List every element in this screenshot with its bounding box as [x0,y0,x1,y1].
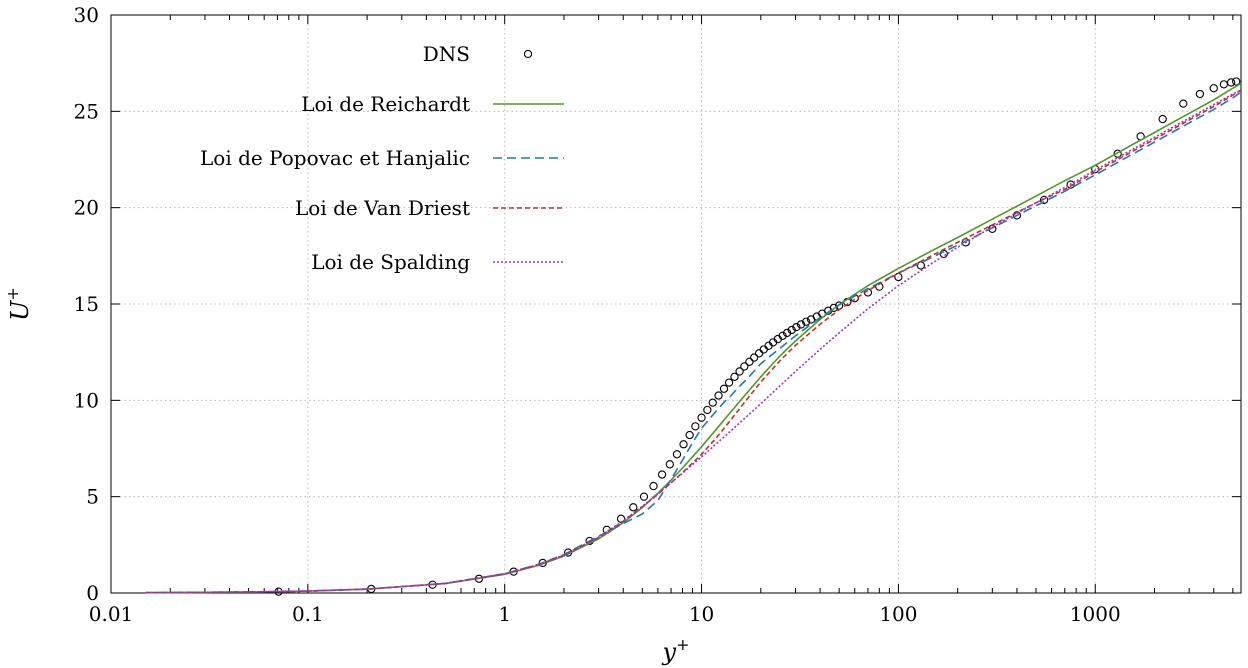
y-tick-label: 20 [74,196,99,220]
dns-data-point [724,378,734,387]
y-axis-label-sup: + [3,287,22,300]
dns-data-point [787,325,796,335]
plot-frame [110,14,1242,594]
dns-data-point [1195,89,1205,99]
y-tick-label: 5 [86,485,99,509]
dns-data-point [703,405,712,415]
dns-data-point [1232,77,1241,86]
legend-label-0: DNS [423,42,470,66]
x-tick-label: 10 [689,602,714,626]
dns-data-point [629,503,638,512]
legend-label-2: Loi de Popovac et Hanjalic [200,146,470,170]
x-tick-label: 0.1 [292,602,324,626]
dns-data-point [672,450,682,459]
y-tick-label: 30 [74,3,99,27]
dns-data-point [792,322,801,332]
legend-marker-0 [523,49,533,59]
dns-data-point [759,345,768,354]
dns-data-point [1039,195,1049,205]
dns-data-point [796,320,806,329]
dns-data-point [1158,114,1167,124]
dns-data-point [829,303,839,313]
x-tick-label: 100 [879,602,917,626]
series-layer [145,77,1242,596]
dns-data-point [697,413,706,422]
x-tick-label: 1000 [1070,602,1121,626]
dns-data-point [1226,78,1236,87]
dns-data-point [740,362,749,371]
dns-data-point [782,328,792,338]
dns-data-point [1209,84,1218,93]
dns-data-point [639,492,649,501]
legend-label-1: Loi de Reichardt [301,92,470,116]
x-axis-label: y+ [662,635,690,666]
y-tick-label: 0 [86,581,99,605]
dns-data-point [685,430,694,440]
x-axis-label-main: y [662,638,677,666]
dns-data-point [735,367,744,376]
legend-label-4: Loi de Spalding [311,250,470,274]
dns-data-point [745,357,754,366]
y-axis-label-main: U [6,300,34,321]
x-axis-label-sup: + [676,635,689,654]
dns-data-point [754,349,764,358]
dns-data-point [714,391,723,400]
series-line-4 [145,89,1242,594]
dns-data-point [679,440,688,449]
dns-data-point [665,460,674,469]
dns-data-point [1012,211,1022,220]
series-4 [145,89,1242,594]
x-tick-label: 1 [498,602,511,626]
dns-data-point [1113,149,1122,158]
dns-data-point [708,398,717,407]
y-tick-label: 15 [74,292,99,316]
dns-data-point [657,470,667,479]
legend-label-3: Loi de Van Driest [295,196,470,220]
dns-data-point [1219,80,1228,89]
dns-data-point [649,481,658,491]
x-tick-label: 0.01 [89,602,134,626]
dns-data-point [691,422,700,431]
y-axis-label: U+ [3,287,34,321]
y-tick-label: 10 [74,388,99,412]
dns-data-point [749,353,759,362]
dns-data-point [802,317,811,326]
dns-data-point [719,384,729,393]
axis-ticks: 0.01 0.1 1 10 100 1000 0 5 10 15 20 25 30 [74,3,1241,626]
dns-data-point [1179,99,1188,108]
dns-data-point [730,372,739,381]
dns-data-point [778,331,787,340]
y-tick-label: 25 [74,99,99,123]
grid-lines [111,15,1241,593]
legend: DNS Loi de Reichardt Loi de Popovac et Han… [200,42,564,274]
